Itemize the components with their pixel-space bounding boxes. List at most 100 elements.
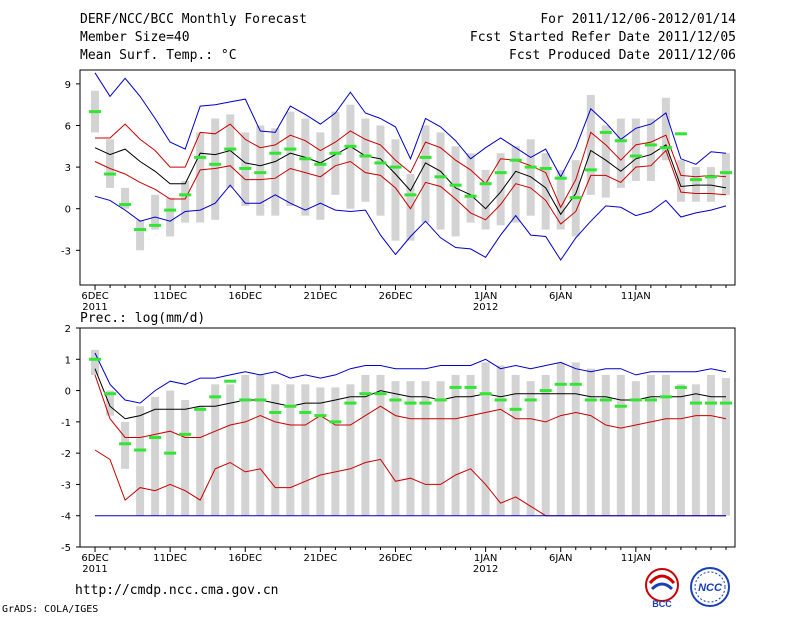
median-marker — [689, 401, 702, 405]
website-url[interactable]: http://cmdp.ncc.cma.gov.cn — [75, 583, 279, 598]
y-tick-label: -5 — [61, 543, 71, 554]
median-marker — [119, 203, 132, 207]
ensemble-box — [271, 128, 280, 216]
y-tick-label: 9 — [65, 80, 71, 91]
series-upper-line — [94, 374, 727, 438]
median-marker — [419, 155, 432, 159]
median-marker — [629, 154, 642, 158]
y-tick-label: -1 — [61, 418, 71, 429]
median-marker — [509, 407, 522, 411]
median-marker — [629, 398, 642, 402]
x-tick-year-label: 2011 — [82, 302, 107, 313]
median-marker — [584, 168, 597, 172]
median-marker — [149, 223, 162, 227]
ensemble-box — [406, 174, 415, 241]
median-marker — [149, 436, 162, 439]
ensemble-box — [271, 384, 280, 516]
ensemble-box — [211, 118, 220, 220]
y-tick-label: 3 — [65, 163, 71, 174]
ensemble-box — [436, 381, 445, 516]
median-marker — [524, 165, 537, 169]
plot-frame — [79, 69, 736, 286]
median-marker — [284, 404, 297, 408]
chart-title: DERF/NCC/BCC Monthly Forecast — [80, 12, 307, 27]
y-tick-label: 0 — [65, 387, 71, 398]
forecast-period: For 2011/12/06-2012/01/14 — [540, 12, 736, 27]
median-marker — [164, 451, 177, 455]
median-marker — [539, 166, 552, 170]
median-marker — [359, 154, 372, 158]
ensemble-box — [541, 153, 550, 230]
ensemble-box — [571, 362, 580, 516]
ensemble-box — [136, 219, 145, 251]
ensemble-box — [541, 374, 550, 516]
median-marker — [194, 407, 207, 411]
ensemble-box — [166, 197, 175, 237]
median-marker — [434, 175, 447, 179]
ensemble-box — [196, 406, 205, 516]
median-marker — [479, 182, 492, 186]
ensemble-box — [691, 167, 700, 202]
x-tick-label: 6JAN — [549, 553, 572, 564]
ensemble-box — [301, 384, 310, 516]
median-marker — [314, 414, 327, 418]
x-tick-year-label: 2011 — [82, 564, 107, 575]
ensemble-box — [421, 381, 430, 516]
ensemble-box — [556, 169, 565, 230]
fcst-started-date: Fcst Started Refer Date 2011/12/05 — [469, 30, 736, 45]
median-marker — [689, 178, 702, 182]
ensemble-box — [136, 406, 145, 516]
x-tick-label: 6DEC — [81, 291, 108, 302]
ensemble-box — [121, 421, 130, 469]
ensemble-box — [91, 349, 100, 375]
ensemble-box — [421, 125, 430, 223]
ensemble-box — [316, 387, 325, 516]
median-marker — [449, 183, 462, 187]
x-tick-label: 26DEC — [379, 553, 413, 564]
ensemble-box — [601, 374, 610, 516]
x-tick-label: 11JAN — [621, 291, 651, 302]
median-marker — [404, 401, 417, 405]
median-marker — [389, 398, 402, 402]
ensemble-box — [226, 384, 235, 516]
ensemble-box — [526, 139, 535, 216]
ensemble-box — [106, 139, 115, 188]
median-marker — [359, 392, 372, 396]
ensemble-box — [286, 111, 295, 206]
plot-frame — [79, 327, 736, 548]
median-marker — [239, 166, 252, 170]
median-marker — [104, 172, 117, 176]
median-marker — [224, 147, 237, 151]
median-marker — [254, 171, 267, 175]
median-marker — [374, 161, 387, 165]
median-marker — [569, 382, 582, 386]
median-marker — [614, 404, 627, 408]
median-marker — [329, 420, 342, 424]
y-tick-label: -3 — [61, 480, 71, 491]
temp-variable-label: Mean Surf. Temp.: °C — [80, 48, 237, 63]
ensemble-box — [256, 125, 265, 216]
median-marker — [599, 130, 612, 134]
median-marker — [89, 110, 102, 114]
median-marker — [299, 157, 312, 161]
ensemble-box — [706, 167, 715, 202]
median-marker — [644, 143, 657, 147]
ensemble-box — [661, 97, 670, 161]
ensemble-box — [466, 153, 475, 223]
median-marker — [434, 398, 447, 402]
ensemble-box — [631, 381, 640, 516]
ensemble-box — [556, 362, 565, 516]
median-marker — [329, 151, 342, 155]
x-tick-label: 11DEC — [153, 553, 187, 564]
ensemble-box — [586, 368, 595, 516]
median-marker — [494, 398, 507, 402]
ncc-logo-text: NCC — [698, 582, 723, 594]
ensemble-box — [256, 374, 265, 516]
median-marker — [194, 155, 207, 159]
ensemble-box — [436, 132, 445, 230]
ensemble-box — [466, 374, 475, 516]
median-marker — [254, 398, 267, 402]
x-tick-label: 6DEC — [81, 553, 108, 564]
bcc-logo-text: BCC — [652, 599, 672, 609]
